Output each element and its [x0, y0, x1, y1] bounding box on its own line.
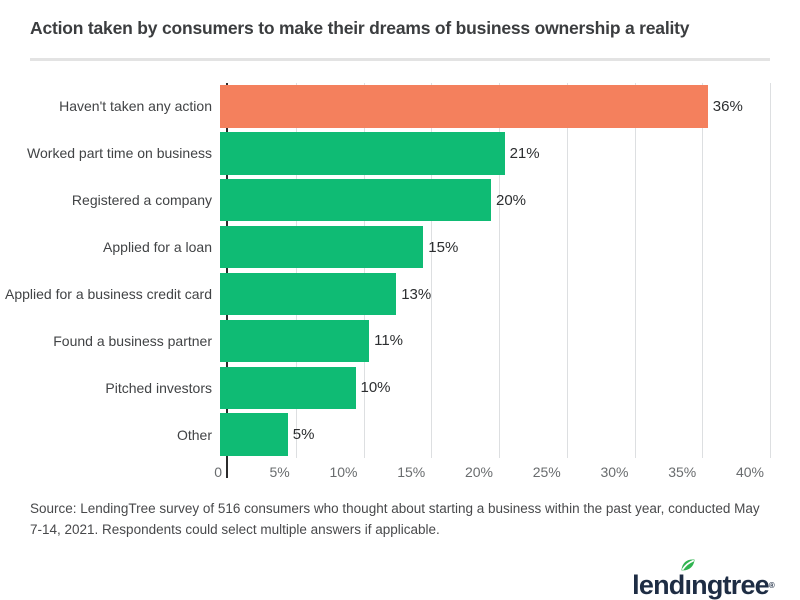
logo-text-post: ngtree — [691, 570, 770, 600]
value-label: 5% — [292, 426, 315, 444]
category-label: Applied for a business credit card — [5, 286, 212, 302]
value-label: 21% — [509, 144, 540, 162]
value-label: 20% — [496, 191, 527, 209]
source-note: Source: LendingTree survey of 516 consum… — [30, 501, 760, 537]
x-tick-label: 15% — [397, 464, 426, 480]
gridline — [295, 83, 297, 458]
bar-track: 13% — [220, 272, 800, 316]
logo-letter-i: ı — [681, 559, 696, 600]
bar — [220, 319, 370, 363]
bar-track: 11% — [220, 319, 800, 363]
value-label: 15% — [428, 238, 459, 256]
gridline — [499, 83, 500, 458]
bar-row: Pitched investors 10% — [0, 364, 800, 411]
bar-track: 20% — [220, 178, 800, 222]
bar — [220, 366, 356, 410]
gridline — [702, 83, 704, 458]
x-tick-label: 0 — [214, 464, 222, 480]
gridline — [363, 83, 365, 458]
bar — [220, 413, 288, 456]
gridline — [634, 83, 636, 458]
x-tick-label: 10% — [329, 464, 358, 480]
bar-rows: Haven't taken any action 36% Worked part… — [0, 83, 800, 458]
logo-text-pre: lend — [632, 570, 685, 600]
category-label: Registered a company — [71, 192, 212, 209]
bar — [220, 132, 505, 175]
value-label: 13% — [401, 285, 432, 303]
bar — [220, 225, 424, 269]
value-label: 10% — [360, 379, 391, 397]
x-tick-label: 40% — [735, 464, 764, 480]
bar-row: Applied for a loan 15% — [0, 224, 800, 271]
value-label: 11% — [374, 332, 404, 350]
category-label: Haven't taken any action — [59, 98, 212, 115]
value-label: 36% — [712, 97, 743, 115]
registered-trademark: ® — [768, 581, 775, 590]
bar-row: Worked part time on business 21% — [0, 130, 800, 177]
bar — [220, 178, 491, 222]
bar-row: Haven't taken any action 36% — [0, 83, 800, 130]
bar-row: Applied for a business credit card 13% — [0, 271, 800, 318]
bar-row: Other 5% — [0, 411, 800, 458]
bar-track: 36% — [220, 85, 800, 128]
page-title: Action taken by consumers to make their … — [30, 18, 690, 38]
x-tick-label: 20% — [464, 464, 493, 480]
category-label: Other — [176, 426, 212, 443]
x-axis-tick-labels: 0 5% 10% 15% 20% 25% 30% 35% 40% — [0, 464, 800, 482]
bar-track: 10% — [220, 366, 800, 410]
bar-row: Found a business partner 11% — [0, 317, 800, 364]
bar-track: 5% — [220, 413, 800, 456]
bar — [220, 85, 708, 128]
x-tick-label: 30% — [600, 464, 629, 480]
category-label: Found a business partner — [53, 332, 212, 349]
category-label: Pitched investors — [105, 379, 212, 396]
gridline — [431, 83, 433, 458]
category-label: Applied for a loan — [103, 239, 212, 256]
gridlines — [228, 83, 771, 458]
category-label: Worked part time on business — [27, 145, 212, 162]
bar-track: 15% — [220, 225, 800, 269]
x-tick-label: 35% — [668, 464, 697, 480]
gridline — [566, 83, 568, 458]
logo-wordmark: lendı ngtree® — [632, 558, 775, 600]
lendingtree-logo: lendı ngtree® — [632, 558, 775, 600]
title-divider — [30, 58, 770, 61]
bar-row: Registered a company 20% — [0, 177, 800, 224]
x-tick-label: 5% — [269, 464, 290, 480]
gridline — [770, 83, 771, 458]
leaf-icon — [681, 559, 696, 571]
bar-track: 21% — [220, 132, 800, 175]
x-tick-label: 25% — [532, 464, 561, 480]
bar — [220, 272, 397, 316]
